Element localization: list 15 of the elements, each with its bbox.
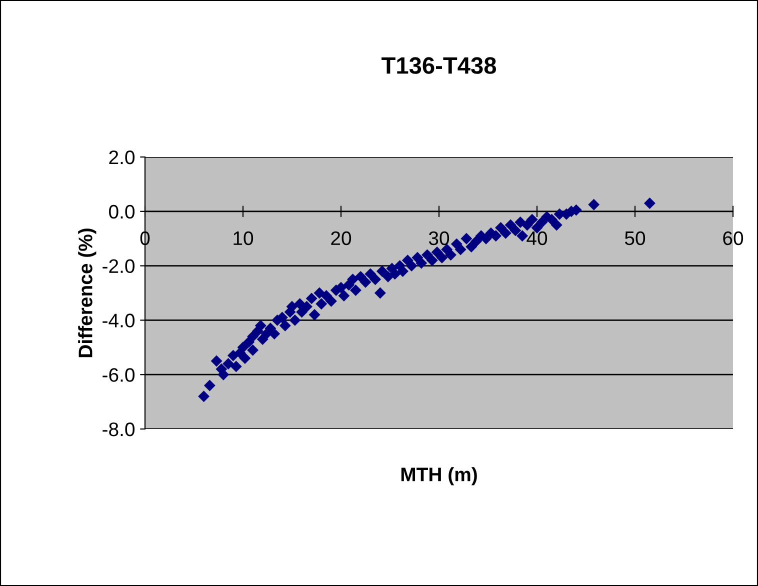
x-tick-label: 50: [624, 231, 646, 246]
x-tick-label: 40: [526, 231, 548, 246]
y-tick-label: -6.0: [102, 368, 135, 382]
x-tick-label: 30: [428, 231, 450, 246]
y-tick-label: -2.0: [102, 259, 135, 274]
y-tick-label: -8.0: [102, 422, 135, 436]
chart-title: T136-T438: [382, 57, 496, 74]
y-tick-label: 2.0: [109, 150, 135, 164]
x-tick-label: 20: [331, 231, 352, 246]
y-tick-label: 0.0: [109, 204, 135, 219]
y-axis-title: Difference (%): [78, 228, 96, 358]
y-tick-label: -4.0: [102, 314, 135, 328]
x-tick-label: 10: [234, 231, 254, 246]
x-axis-title: MTH (m): [401, 467, 477, 486]
x-tick-label: 60: [723, 231, 744, 246]
